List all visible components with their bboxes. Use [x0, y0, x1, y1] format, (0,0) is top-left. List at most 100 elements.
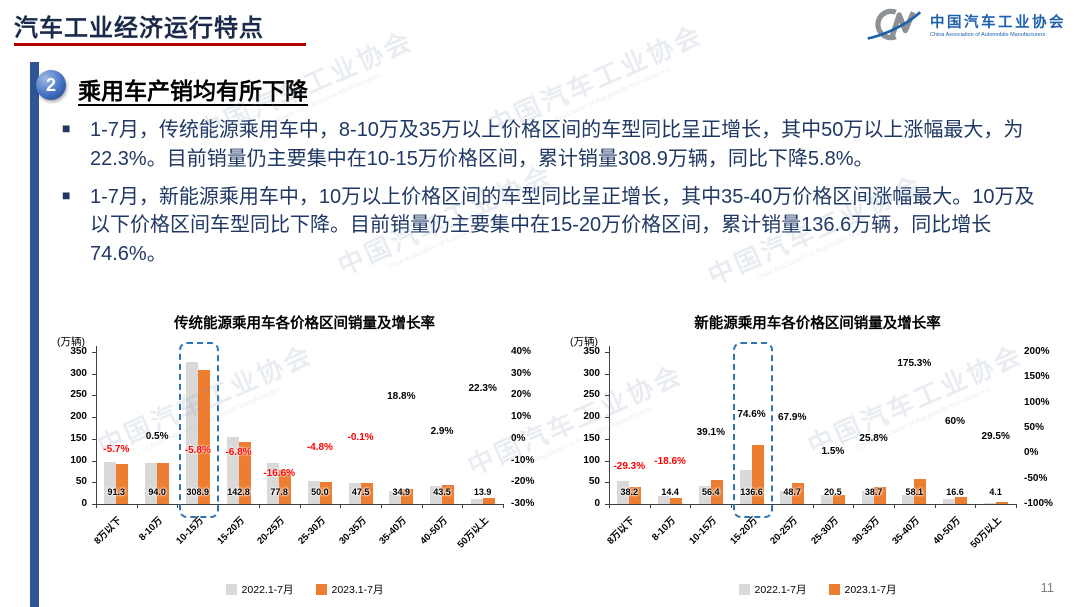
y-axis-tick-label: 100: [583, 454, 600, 466]
growth-label: 29.5%: [981, 431, 1010, 443]
value-label: 50.0: [311, 487, 329, 497]
value-label: 43.5: [433, 487, 451, 497]
axis-unit-label: (万辆): [57, 336, 85, 348]
bar-2023: [482, 498, 495, 504]
axis-unit-label: (万辆): [570, 336, 598, 348]
y-axis-tick-label: 100: [70, 454, 87, 466]
value-label: 38.2: [620, 487, 639, 497]
tick-mark: [96, 504, 97, 508]
secondary-axis-tick-label: 100%: [1024, 396, 1050, 408]
growth-label: 2.9%: [430, 425, 454, 437]
bar-2022: [617, 481, 630, 504]
secondary-axis-tick-label: -20%: [511, 476, 535, 488]
accent-bar: [30, 62, 39, 607]
tick-mark: [690, 504, 692, 508]
y-axis-tick-label: 50: [75, 476, 87, 488]
secondary-axis-tick-label: -100%: [1024, 498, 1053, 509]
bar-2022: [145, 463, 158, 504]
growth-label: -0.1%: [347, 432, 374, 444]
tick-mark: [92, 482, 96, 484]
legend-label: 2023.1-7月: [331, 584, 384, 596]
bar-2022: [267, 463, 280, 504]
growth-label: -16.6%: [263, 467, 296, 479]
chart-title: 传统能源乘用车各价格区间销量及增长率: [174, 316, 435, 332]
caam-logo-text: 中国汽车工业协会 China Association of Automobile…: [930, 11, 1066, 38]
bar-2022: [698, 486, 711, 504]
bar-2023: [670, 498, 683, 504]
value-label: 136.6: [740, 487, 763, 497]
legend-label: 2022.1-7月: [754, 584, 807, 596]
growth-label: 22.3%: [468, 383, 497, 395]
bar-2023: [279, 470, 292, 504]
tick-mark: [380, 504, 382, 508]
y-axis-tick-label: 0: [81, 498, 87, 509]
bullet-list: 1-7月，传统能源乘用车中，8-10万及35万以上价格区间的车型同比呈正增长，其…: [62, 116, 1054, 278]
chart-title: 新能源乘用车各价格区间销量及增长率: [694, 316, 941, 332]
page-number: 11: [1040, 580, 1055, 595]
bar-2022: [430, 486, 442, 504]
bar-2023: [401, 489, 414, 504]
bar-2022: [185, 362, 198, 504]
value-label: 13.9: [473, 487, 492, 497]
growth-label: 0.5%: [145, 430, 169, 442]
value-label: 16.6: [946, 487, 964, 497]
legend-label: 2022.1-7月: [241, 584, 294, 596]
legend-item: 2022.1-7月: [738, 582, 807, 597]
tick-mark: [605, 373, 609, 375]
legend: 2022.1-7月 2023.1-7月: [52, 582, 557, 597]
secondary-axis-tick-label: 150%: [1024, 371, 1050, 383]
bar-2023: [157, 463, 170, 504]
org-name-cn: 中国汽车工业协会: [930, 15, 1066, 31]
value-label: 34.9: [392, 487, 411, 497]
title-underline: [14, 43, 306, 46]
legend-item: 2023.1-7月: [315, 582, 384, 597]
caam-logo: 中国汽车工业协会 China Association of Automobile…: [866, 7, 1066, 42]
bar-2022: [861, 491, 874, 504]
value-label: 58.1: [905, 487, 924, 497]
secondary-axis-tick-label: 10%: [511, 411, 532, 423]
growth-label: 175.3%: [897, 357, 932, 369]
growth-label: 74.6%: [737, 408, 766, 420]
bar-2023: [629, 487, 642, 504]
bar-2022: [943, 499, 955, 504]
tick-mark: [340, 504, 342, 508]
bar-2023: [360, 483, 373, 504]
bar-2022: [389, 491, 402, 504]
legend-swatch: [828, 584, 840, 595]
bar-2023: [832, 495, 845, 504]
tick-mark: [92, 438, 96, 440]
growth-label: -4.8%: [306, 442, 333, 454]
growth-label: 60%: [944, 415, 965, 427]
value-label: 56.4: [702, 487, 720, 497]
tick-mark: [605, 417, 609, 419]
growth-label: 25.8%: [859, 433, 888, 445]
tick-mark: [731, 504, 733, 508]
tick-mark: [605, 395, 609, 397]
secondary-axis-tick-label: 20%: [511, 389, 532, 401]
y-axis-tick-label: 350: [583, 346, 600, 357]
bullet-item-traditional: 1-7月，传统能源乘用车中，8-10万及35万以上价格区间的车型同比呈正增长，其…: [62, 116, 1054, 174]
tick-mark: [893, 504, 895, 508]
tick-mark: [92, 395, 96, 397]
growth-label: -18.6%: [654, 455, 686, 467]
y-axis: [609, 346, 610, 504]
bar-2022: [226, 437, 239, 504]
secondary-axis-tick-label: 30%: [511, 367, 532, 379]
value-label: 142.8: [227, 487, 250, 497]
bar-2023: [914, 479, 927, 504]
tick-mark: [853, 504, 855, 508]
tick-mark: [92, 352, 96, 353]
chart-traditional-energy: 传统能源乘用车各价格区间销量及增长率 (万辆) 0 50 100 150 200 250 300…: [52, 308, 557, 600]
secondary-axis-tick-label: -10%: [511, 454, 535, 466]
value-label: 14.4: [661, 487, 679, 497]
bar-2023: [751, 445, 764, 504]
value-label: 20.5: [824, 487, 842, 497]
highlight-box: [733, 342, 773, 518]
bar-2023: [955, 497, 967, 504]
growth-label: 67.9%: [778, 411, 807, 423]
highlight-box: [179, 342, 220, 518]
secondary-axis-tick-label: 200%: [1024, 346, 1050, 357]
y-axis-tick-label: 300: [583, 367, 600, 379]
legend-swatch: [315, 584, 327, 595]
tick-mark: [258, 504, 260, 508]
